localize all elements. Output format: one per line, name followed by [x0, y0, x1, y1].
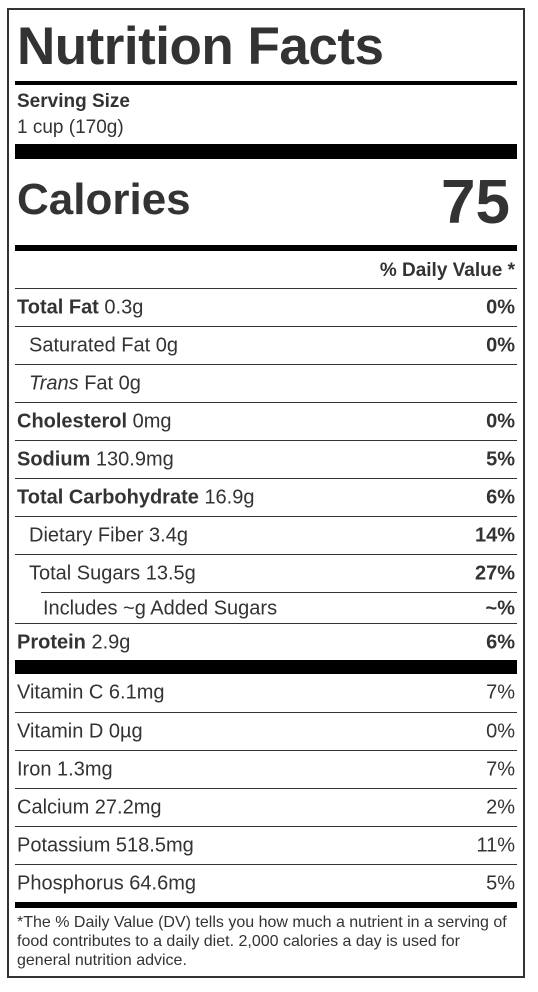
nutrient-name: Total Sugars [29, 562, 141, 585]
label-title: Nutrition Facts [17, 17, 384, 76]
nutrient-dv: 0% [486, 296, 515, 319]
nutrient-name: Dietary Fiber [29, 524, 144, 547]
vitamins-divider [15, 660, 517, 674]
nutrient-name: Trans [29, 372, 79, 395]
vitamin-dv: 0% [486, 720, 515, 743]
nutrient-name: Sodium [17, 448, 91, 471]
vitamin-label: Potassium 518.5mg [17, 834, 194, 857]
serving-divider [15, 144, 517, 159]
nutrient-label: Total Carbohydrate 16.9g [17, 487, 255, 510]
nutrient-row-cholesterol: Cholesterol 0mg 0% [15, 402, 517, 441]
calories-value: 75 [441, 168, 510, 237]
serving-size-value: 1 cup (170g) [17, 117, 124, 138]
nutrient-amount: Fat 0g [84, 372, 141, 395]
vitamin-row-potassium: Potassium 518.5mg 11% [15, 826, 517, 865]
nutrient-dv: 5% [486, 448, 515, 471]
vitamin-row-vitamin-d: Vitamin D 0µg 0% [15, 712, 517, 751]
nutrient-row-dietary-fiber: Dietary Fiber 3.4g 14% [15, 516, 517, 555]
vitamin-dv: 5% [486, 872, 515, 895]
vitamin-row-vitamin-c: Vitamin C 6.1mg 7% [15, 674, 517, 712]
nutrient-label: Total Sugars 13.5g [29, 563, 196, 586]
nutrient-amount: 3.4g [149, 524, 188, 547]
nutrient-amount: 0mg [132, 410, 172, 433]
nutrient-name: Includes ~g Added Sugars [43, 597, 278, 619]
nutrient-label: Trans Fat 0g [29, 373, 141, 396]
vitamin-dv: 11% [476, 834, 515, 857]
nutrient-row-total-carbohydrate: Total Carbohydrate 16.9g 6% [15, 478, 517, 517]
nutrient-dv: ~% [485, 597, 515, 619]
title-divider [15, 81, 517, 85]
vitamin-label: Phosphorus 64.6mg [17, 872, 197, 895]
nutrient-dv: 6% [486, 631, 515, 653]
daily-value-header: % Daily Value * [379, 260, 515, 281]
nutrient-row-added-sugars: Includes ~g Added Sugars ~% [41, 592, 517, 624]
nutrient-name: Cholesterol [17, 410, 128, 433]
vitamin-row-calcium: Calcium 27.2mg 2% [15, 788, 517, 827]
nutrient-amount: 0.3g [104, 296, 144, 319]
vitamin-dv: 7% [486, 681, 515, 704]
nutrient-name: Protein [17, 631, 86, 653]
vitamin-label: Vitamin C 6.1mg [17, 681, 165, 704]
daily-value-footnote: *The % Daily Value (DV) tells you how mu… [17, 914, 507, 970]
vitamin-row-iron: Iron 1.3mg 7% [15, 750, 517, 789]
serving-size-label: Serving Size [17, 91, 130, 112]
vitamin-dv: 7% [486, 758, 515, 781]
nutrient-row-protein: Protein 2.9g 6% [15, 623, 517, 661]
nutrient-amount: 130.9mg [95, 448, 174, 471]
nutrient-row-total-fat: Total Fat 0.3g 0% [15, 288, 517, 327]
nutrient-dv: 0% [486, 334, 515, 357]
nutrient-name: Total Carbohydrate [17, 486, 199, 509]
nutrient-row-total-sugars: Total Sugars 13.5g 27% [15, 554, 517, 593]
nutrient-label: Cholesterol 0mg [17, 411, 172, 434]
nutrient-amount: 13.5g [145, 562, 196, 585]
nutrient-row-sodium: Sodium 130.9mg 5% [15, 440, 517, 479]
nutrient-amount: 0g [155, 334, 178, 357]
vitamin-label: Iron 1.3mg [17, 758, 113, 781]
nutrient-row-saturated-fat: Saturated Fat 0g 0% [15, 326, 517, 365]
nutrient-row-trans-fat: Trans Fat 0g [15, 364, 517, 403]
nutrient-label: Includes ~g Added Sugars [43, 597, 277, 620]
nutrient-dv: 0% [486, 410, 515, 433]
nutrient-label: Sodium 130.9mg [17, 449, 174, 472]
nutrient-name: Total Fat [17, 296, 99, 319]
footnote-divider [15, 902, 517, 908]
nutrient-dv: 27% [474, 562, 515, 585]
vitamin-dv: 2% [486, 796, 515, 819]
nutrient-name: Saturated Fat [29, 334, 151, 357]
nutrient-amount: 16.9g [204, 486, 255, 509]
nutrient-label: Total Fat 0.3g [17, 297, 143, 320]
nutrition-label-inner: Nutrition Facts Serving Size 1 cup (170g… [15, 10, 517, 976]
calories-label: Calories [17, 175, 191, 224]
vitamin-label: Vitamin D 0µg [17, 720, 143, 743]
nutrient-amount: 2.9g [91, 631, 131, 653]
nutrient-label: Protein 2.9g [17, 631, 130, 654]
nutrient-label: Dietary Fiber 3.4g [29, 525, 188, 548]
calories-divider [15, 245, 517, 251]
nutrient-dv: 14% [474, 524, 515, 547]
nutrient-dv: 6% [486, 486, 515, 509]
nutrient-label: Saturated Fat 0g [29, 335, 178, 358]
vitamin-row-phosphorus: Phosphorus 64.6mg 5% [15, 864, 517, 903]
nutrition-label: Nutrition Facts Serving Size 1 cup (170g… [7, 8, 525, 978]
vitamin-label: Calcium 27.2mg [17, 796, 162, 819]
